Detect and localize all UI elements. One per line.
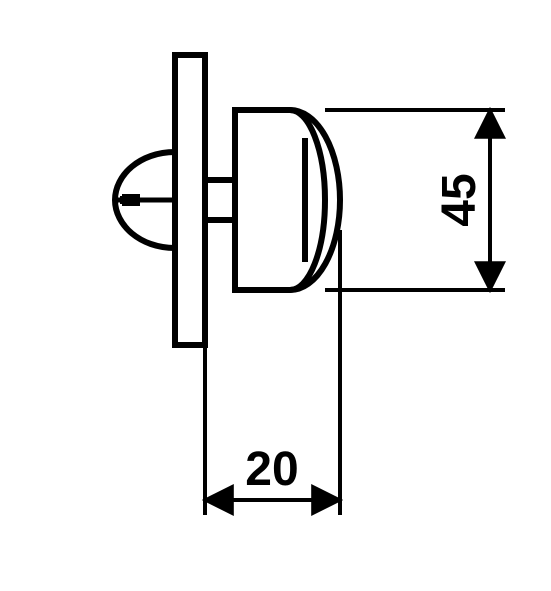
mounting-plate xyxy=(175,55,205,345)
dimension-height-label: 45 xyxy=(433,173,486,226)
dome-cap xyxy=(115,152,175,248)
dimension-width-label: 20 xyxy=(245,443,298,496)
neck xyxy=(205,180,235,220)
technical-drawing: 45 20 xyxy=(0,0,551,591)
dimension-height: 45 xyxy=(325,110,505,290)
